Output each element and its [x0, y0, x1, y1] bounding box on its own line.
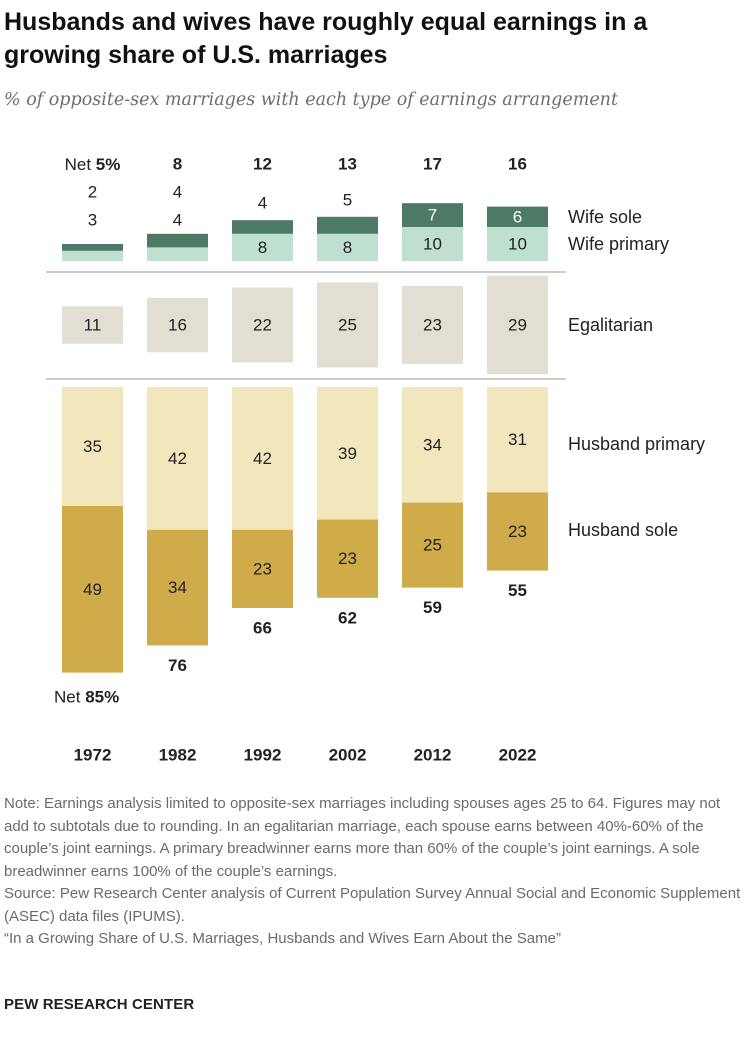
- bar-husband-primary: [402, 387, 463, 503]
- wife-sole-value-label: 5: [343, 190, 352, 209]
- wife-primary-value-label: 10: [508, 235, 527, 254]
- bar-egalitarian: [147, 297, 208, 353]
- bar-wife-primary: [317, 233, 378, 261]
- bar-husband-sole: [147, 529, 208, 646]
- husband-sole-value-label: 34: [168, 578, 187, 597]
- husband-net-label: 59: [423, 598, 442, 617]
- wife-sole-value-label: 4: [258, 194, 267, 213]
- pew-credit: PEW RESEARCH CENTER: [4, 996, 195, 1013]
- egalitarian-value-label: 29: [508, 316, 527, 335]
- bar-husband-sole: [317, 519, 378, 598]
- husband-net-label: 66: [253, 619, 272, 638]
- bar-egalitarian: [487, 275, 548, 375]
- bar-husband-sole: [487, 492, 548, 571]
- bar-husband-primary: [317, 387, 378, 520]
- bar-husband-primary: [62, 387, 123, 506]
- bar-egalitarian: [317, 282, 378, 368]
- husband-sole-value-label: 23: [508, 522, 527, 541]
- bar-wife-primary: [402, 227, 463, 261]
- wife-net-label: 12: [253, 155, 272, 174]
- husband-net-label: 76: [168, 656, 187, 675]
- husband-sole-value-label: 23: [338, 549, 357, 568]
- bar-wife-sole: [402, 203, 463, 227]
- husband-primary-value-label: 42: [168, 449, 187, 468]
- wife-primary-value-label: 10: [423, 235, 442, 254]
- year-tick-label: 2022: [499, 746, 537, 765]
- legend-wife-primary: Wife primary: [568, 234, 669, 254]
- wife-primary-value-label: 3: [88, 211, 97, 230]
- year-tick-label: 2002: [329, 746, 367, 765]
- wife-net-label: Net 5%: [65, 155, 121, 174]
- husband-primary-value-label: 42: [253, 449, 272, 468]
- legend-egalitarian: Egalitarian: [568, 315, 653, 335]
- bar-wife-sole: [487, 206, 548, 227]
- bar-wife-primary: [147, 247, 208, 261]
- husband-sole-value-label: 23: [253, 559, 272, 578]
- legend-husband-sole: Husband sole: [568, 520, 678, 540]
- notes-block: Note: Earnings analysis limited to oppos…: [4, 793, 746, 951]
- husband-primary-value-label: 34: [423, 435, 442, 454]
- bar-wife-sole: [317, 216, 378, 234]
- chart-title: Husbands and wives have roughly equal ea…: [4, 8, 648, 69]
- husband-primary-value-label: 31: [508, 430, 527, 449]
- year-tick-label: 1992: [244, 746, 282, 765]
- bar-wife-sole: [232, 220, 293, 234]
- wife-sole-value-label: 6: [513, 207, 522, 226]
- bar-egalitarian: [232, 287, 293, 363]
- wife-net-label: 16: [508, 155, 527, 174]
- wife-primary-value-label: 8: [343, 238, 352, 257]
- egalitarian-value-label: 22: [253, 316, 272, 335]
- husband-primary-value-label: 39: [338, 444, 357, 463]
- husband-sole-value-label: 49: [83, 580, 102, 599]
- wife-net-label: 17: [423, 155, 442, 174]
- bar-husband-sole: [62, 506, 123, 673]
- bar-egalitarian: [62, 306, 123, 344]
- bar-wife-primary: [487, 227, 548, 261]
- wife-sole-value-label: 2: [88, 183, 97, 202]
- egalitarian-value-label: 25: [338, 316, 357, 335]
- source-text: Source: Pew Research Center analysis of …: [4, 885, 741, 925]
- wife-sole-value-label: 4: [173, 183, 182, 202]
- bar-wife-primary: [62, 250, 123, 261]
- husband-net-label: 55: [508, 581, 527, 600]
- bar-husband-primary: [487, 387, 548, 493]
- bar-husband-sole: [402, 502, 463, 588]
- wife-sole-value-label: 7: [428, 206, 437, 225]
- year-tick-label: 2012: [414, 746, 452, 765]
- husband-net-label: 62: [338, 608, 357, 627]
- year-tick-label: 1972: [74, 746, 112, 765]
- report-title: “In a Growing Share of U.S. Marriages, H…: [4, 930, 561, 947]
- husband-primary-value-label: 35: [83, 437, 102, 456]
- wife-primary-value-label: 8: [258, 238, 267, 257]
- husband-sole-value-label: 25: [423, 536, 442, 555]
- wife-net-label: 8: [173, 155, 182, 174]
- bar-husband-sole: [232, 529, 293, 608]
- chart-subtitle: % of opposite-sex marriages with each ty…: [4, 90, 618, 110]
- wife-primary-value-label: 4: [173, 211, 182, 230]
- year-tick-label: 1982: [159, 746, 197, 765]
- egalitarian-value-label: 23: [423, 316, 442, 335]
- egalitarian-value-label: 16: [168, 316, 187, 335]
- husband-net-label: Net 85%: [54, 687, 119, 706]
- wife-net-label: 13: [338, 155, 357, 174]
- bar-wife-primary: [232, 233, 293, 261]
- bar-egalitarian: [402, 285, 463, 365]
- legend-husband-primary: Husband primary: [568, 434, 705, 454]
- bar-wife-sole: [62, 244, 123, 251]
- note-text: Note: Earnings analysis limited to oppos…: [4, 795, 721, 880]
- legend-wife-sole: Wife sole: [568, 207, 642, 227]
- bar-wife-sole: [147, 233, 208, 248]
- egalitarian-value-label: 11: [84, 316, 102, 335]
- bar-husband-primary: [232, 387, 293, 530]
- bar-husband-primary: [147, 387, 208, 530]
